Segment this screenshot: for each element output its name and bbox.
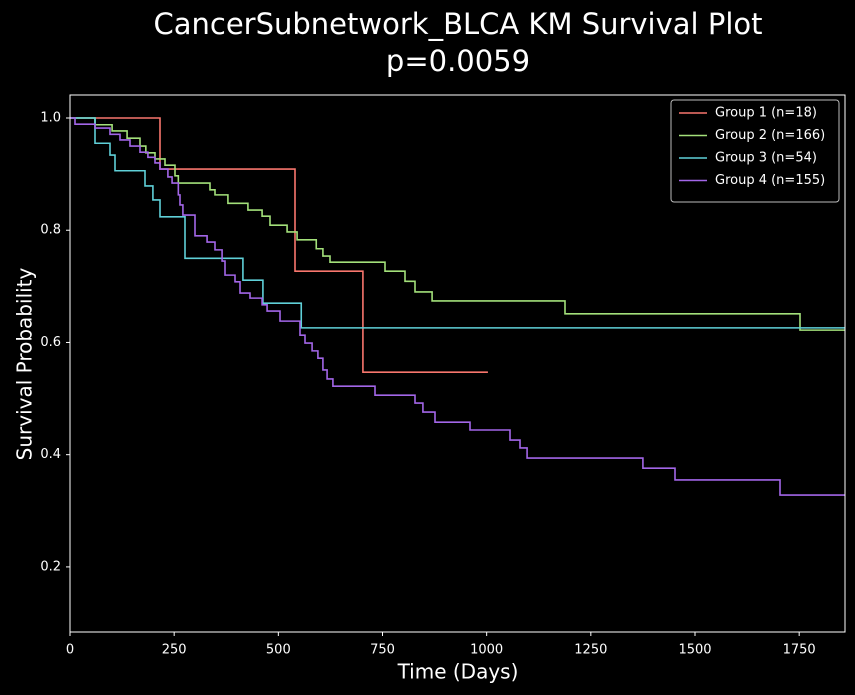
plot-frame: [69, 94, 846, 633]
x-tick-label: 0: [66, 643, 74, 658]
survival-curve: [70, 117, 845, 329]
x-tick-label: 1750: [783, 643, 816, 658]
x-tick-label: 1500: [678, 643, 711, 658]
x-tick-label: 1000: [470, 643, 503, 658]
legend-label: Group 4 (n=155): [715, 173, 825, 188]
survival-curve: [70, 117, 845, 331]
survival-curve: [70, 117, 488, 373]
y-axis-label: Survival Probability: [13, 267, 37, 460]
y-tick-label: 0.6: [40, 335, 61, 350]
legend-label: Group 1 (n=18): [715, 106, 817, 121]
y-tick-label: 0.8: [40, 223, 61, 238]
x-tick-label: 250: [162, 643, 187, 658]
x-tick-label: 1250: [574, 643, 607, 658]
y-tick-label: 0.4: [40, 447, 61, 462]
legend-box: [670, 99, 840, 203]
x-tick-label: 750: [370, 643, 395, 658]
legend-label: Group 2 (n=166): [715, 128, 825, 143]
x-tick-label: 500: [266, 643, 291, 658]
chart-subtitle: p=0.0059: [386, 44, 530, 78]
x-axis-label: Time (Days): [397, 660, 519, 684]
y-tick-label: 1.0: [40, 111, 61, 126]
survival-curve: [70, 117, 845, 496]
chart-title: CancerSubnetwork_BLCA KM Survival Plot: [154, 7, 763, 41]
legend-label: Group 3 (n=54): [715, 151, 817, 166]
y-tick-label: 0.2: [40, 559, 61, 574]
